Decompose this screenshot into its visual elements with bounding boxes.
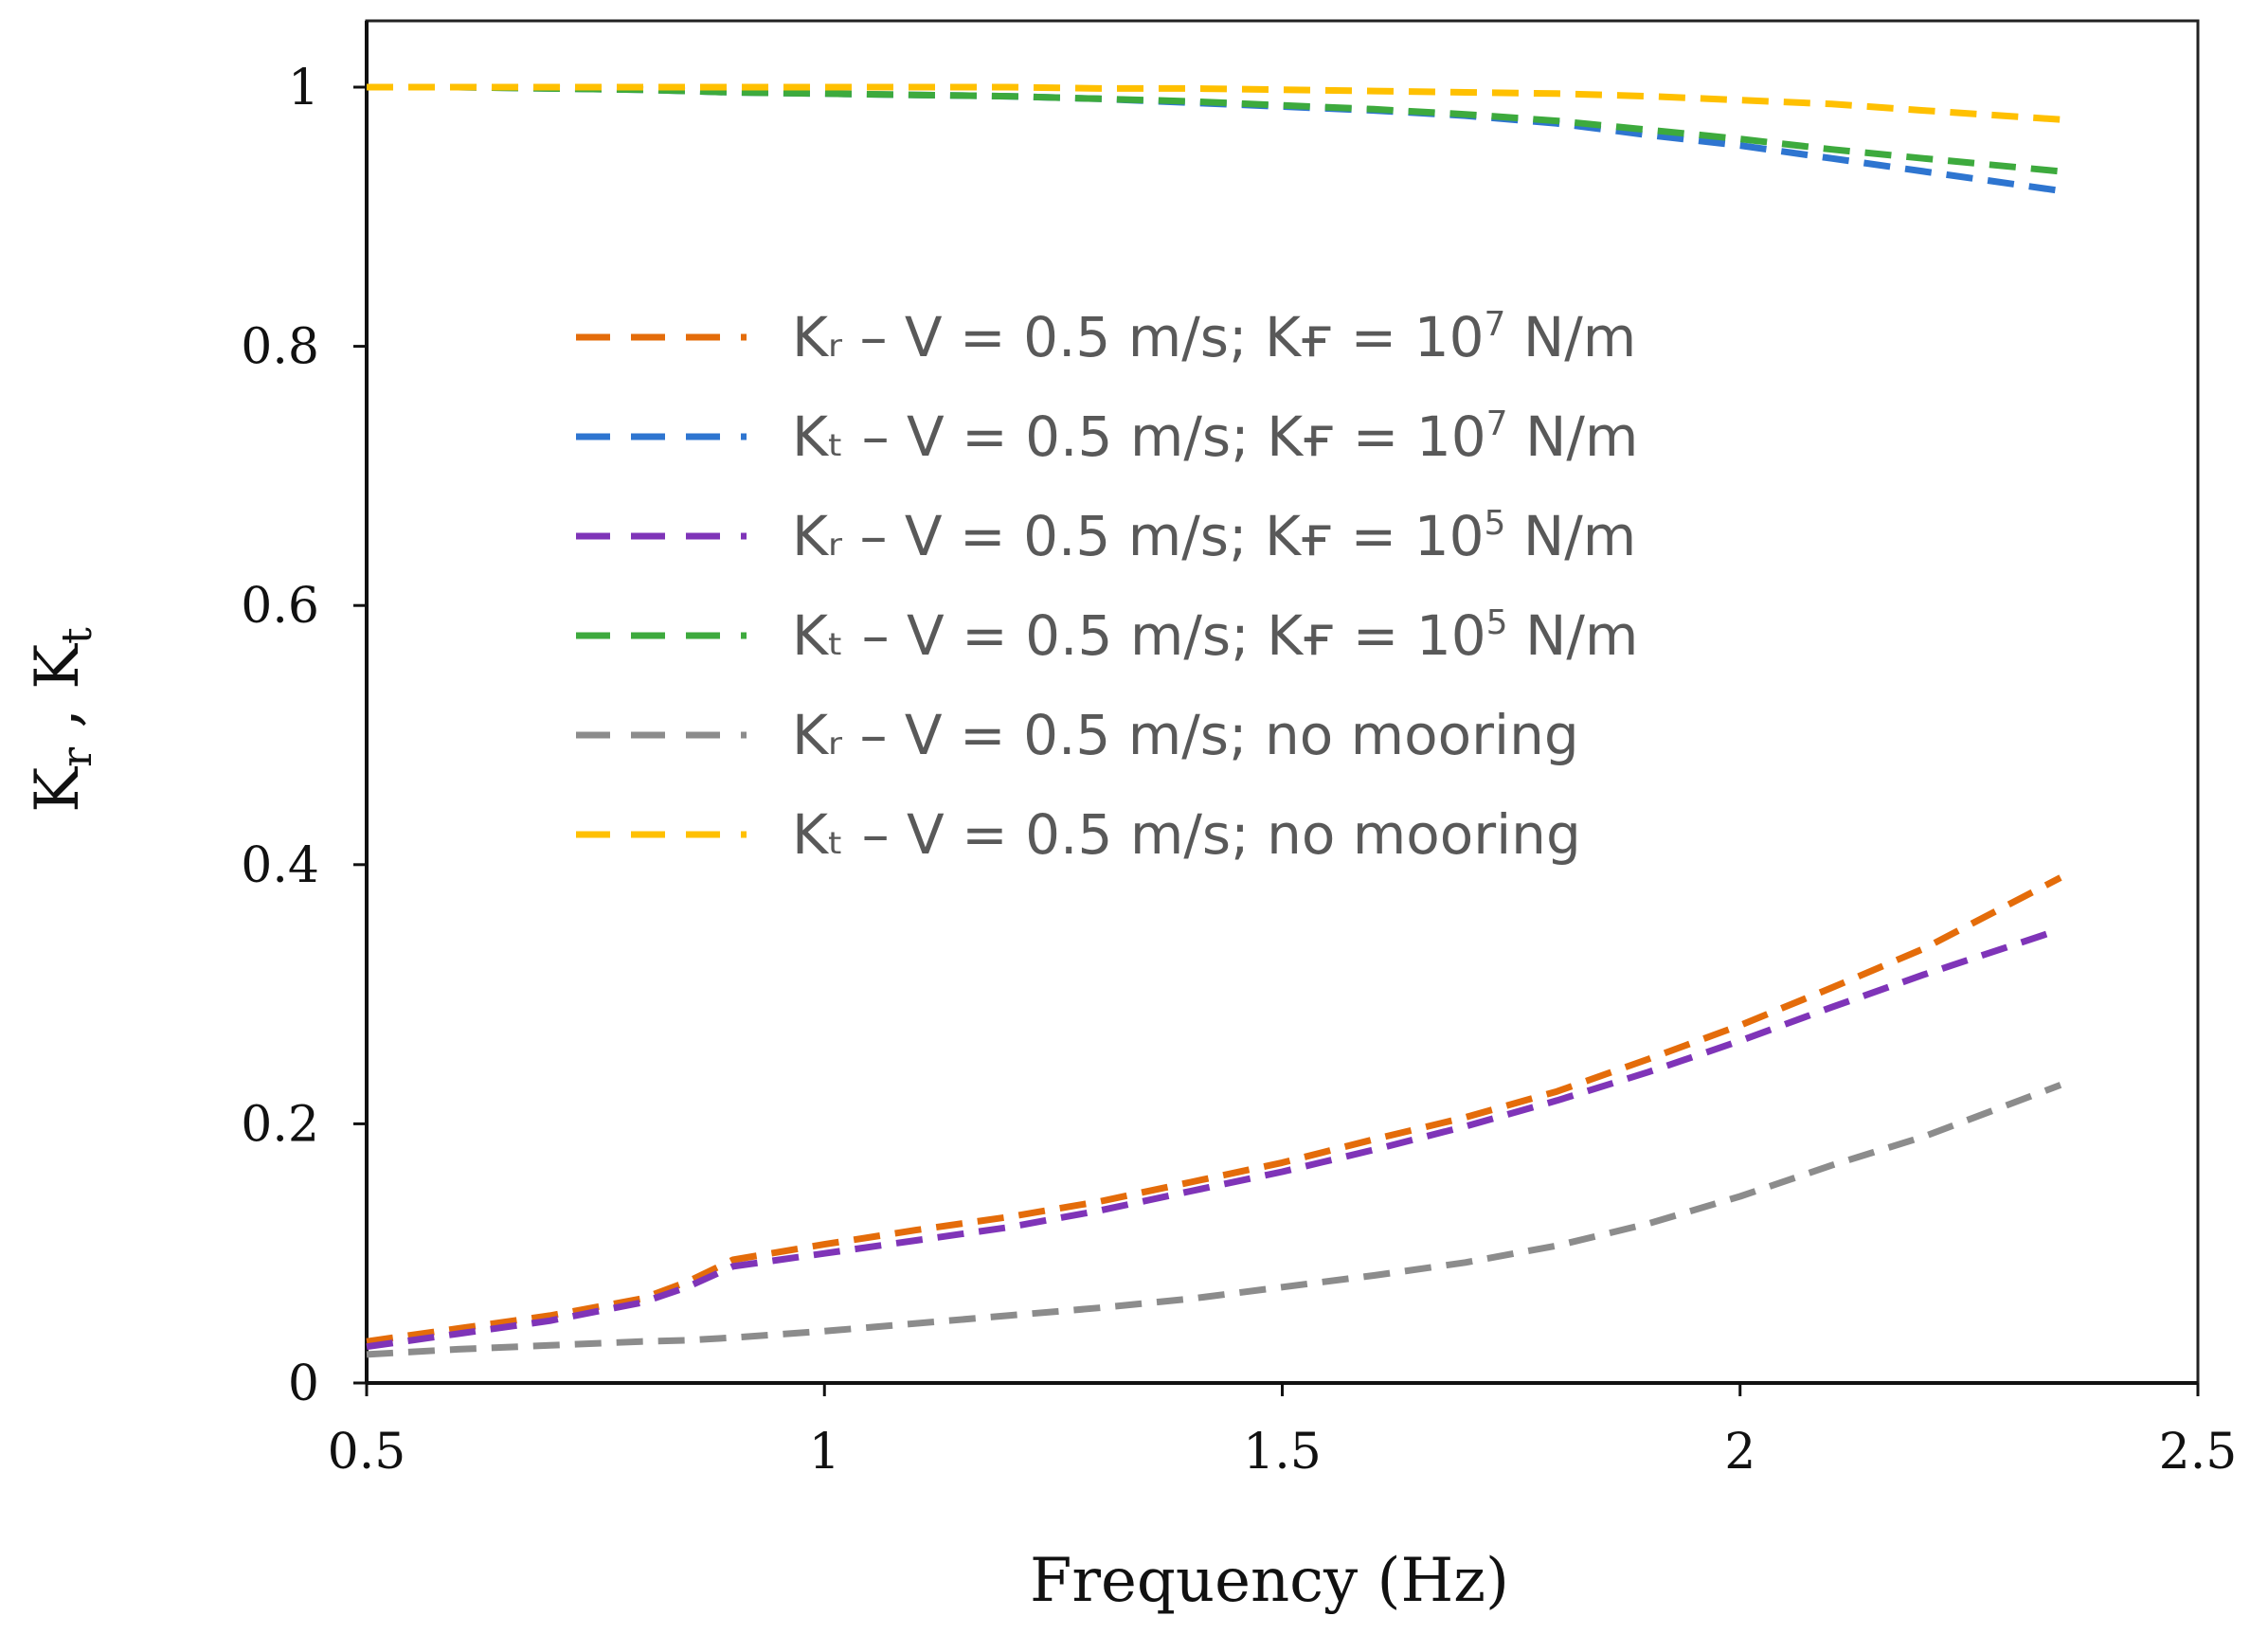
legend-item-6: Kₜ – V = 0.5 m/s; no mooring <box>576 802 1581 867</box>
x-tick-label: 0.5 <box>328 1424 406 1481</box>
legend-label: Kᵣ – V = 0.5 m/s; no mooring <box>792 703 1579 767</box>
y-axis-title-kt-sub: t <box>53 627 101 644</box>
series-line-2 <box>367 83 2061 194</box>
series-line-1 <box>366 874 2062 1345</box>
series-line-6 <box>367 83 2061 123</box>
y-tick-label: 0.6 <box>241 578 319 635</box>
legend-item-4: Kₜ – V = 0.5 m/s; Kғ = 105 N/m <box>576 603 1638 668</box>
legend: Kᵣ – V = 0.5 m/s; Kғ = 107 N/m Kₜ – V = 0… <box>576 305 1638 867</box>
legend-label: Kₜ – V = 0.5 m/s; no mooring <box>792 802 1581 867</box>
legend-item-1: Kᵣ – V = 0.5 m/s; Kғ = 107 N/m <box>576 305 1636 369</box>
series-line-3 <box>366 925 2062 1351</box>
x-tick-label: 2 <box>1724 1424 1755 1481</box>
legend-item-5: Kᵣ – V = 0.5 m/s; no mooring <box>576 703 1579 767</box>
series-line-4 <box>367 83 2061 175</box>
legend-label: Kₜ – V = 0.5 m/s; Kғ = 107 N/m <box>792 404 1638 469</box>
legend-item-3: Kᵣ – V = 0.5 m/s; Kғ = 105 N/m <box>576 504 1636 568</box>
x-tick-label: 1 <box>809 1424 840 1481</box>
x-axis-title: Frequency (Hz) <box>1030 1546 1509 1616</box>
y-tick-label: 0 <box>288 1356 319 1412</box>
y-axis-title-kr-sub: r <box>53 746 101 767</box>
y-tick-label: 0.8 <box>241 319 319 376</box>
legend-label: Kᵣ – V = 0.5 m/s; Kғ = 107 N/m <box>792 305 1636 369</box>
y-tick-label: 0.2 <box>241 1096 319 1153</box>
legend-label: Kᵣ – V = 0.5 m/s; Kғ = 105 N/m <box>792 504 1636 568</box>
y-tick-label: 1 <box>288 60 319 117</box>
series-layer <box>366 83 2062 1358</box>
y-axis-title-kr: K <box>23 766 93 813</box>
x-tick-label: 1.5 <box>1243 1424 1322 1481</box>
legend-item-2: Kₜ – V = 0.5 m/s; Kғ = 107 N/m <box>576 404 1638 469</box>
y-axis-title: Kr , Kt <box>23 627 101 813</box>
legend-label: Kₜ – V = 0.5 m/s; Kғ = 105 N/m <box>792 603 1638 668</box>
y-tick-label: 0.4 <box>241 837 319 894</box>
x-tick-label: 2.5 <box>2159 1424 2238 1481</box>
tick-labels: 0.5 1 1.5 2 2.5 0 0.2 0.4 0.6 0.8 1 <box>241 60 2237 1481</box>
